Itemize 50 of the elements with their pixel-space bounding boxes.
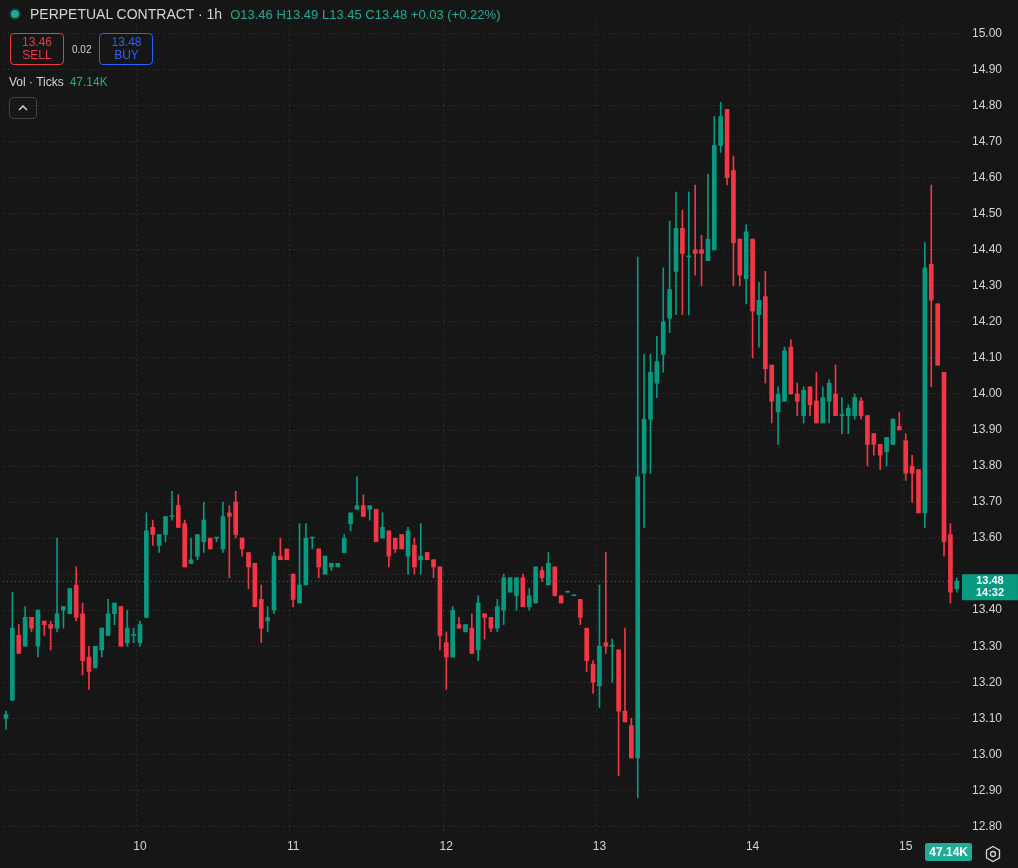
annotation: O13.46 H13.49 L13.45 C13.48 +0.03 (+0.22%) — [230, 6, 501, 22]
candlestick — [418, 523, 424, 575]
candlestick — [692, 184, 698, 276]
candlestick — [839, 397, 845, 434]
y-tick-label: 14.60 — [971, 170, 1003, 185]
annotation: BUY — [114, 48, 139, 62]
candlestick — [928, 184, 934, 388]
y-tick-label: 14.30 — [971, 278, 1003, 293]
y-tick-label: 13.90 — [971, 422, 1003, 437]
annotation: Vol · Ticks — [9, 75, 64, 89]
text: 47.14K — [925, 843, 972, 861]
y-tick-label: 13.80 — [971, 458, 1003, 473]
y-tick-label: 13.10 — [971, 710, 1003, 725]
candlestick — [603, 552, 609, 654]
y-tick-label: 14.90 — [971, 61, 1003, 76]
x-tick-label: 13 — [592, 839, 607, 854]
x-tick-label: 10 — [133, 839, 147, 854]
y-tick-label: 14.50 — [971, 206, 1003, 221]
x-tick-label: 15 — [899, 839, 913, 854]
annotation: SELL — [22, 48, 52, 62]
y-tick-label: 14.80 — [971, 98, 1003, 112]
y-tick-label: 13.70 — [971, 494, 1003, 509]
candlestick — [609, 638, 615, 683]
ref-line-label: 13.48 14:32 — [975, 573, 1005, 598]
annotation: 13.46 — [21, 35, 53, 49]
candlestick — [794, 382, 800, 416]
annotation: 13.48 — [111, 35, 142, 49]
annotation: 47.14K — [69, 75, 108, 89]
y-tick-label: 14.70 — [971, 134, 1003, 149]
y-tick-label: 13.30 — [971, 638, 1003, 653]
y-tick-label: 14.40 — [971, 242, 1003, 257]
y-tick-label: 14.20 — [971, 314, 1003, 329]
y-tick-label: 14.00 — [971, 386, 1003, 401]
candlestick — [169, 490, 175, 521]
y-tick-label: 12.90 — [971, 782, 1003, 797]
y-tick-label: 13.20 — [971, 674, 1003, 689]
candlestick — [354, 476, 360, 510]
y-tick-label: 13.00 — [971, 746, 1003, 761]
x-tick-label: 14 — [745, 839, 760, 854]
y-tick-label: 13.40 — [971, 602, 1003, 617]
chart-title: PERPETUAL CONTRACT · 1h — [30, 6, 223, 22]
y-tick-label: 12.80 — [971, 818, 1003, 833]
candlestick — [443, 631, 449, 690]
y-tick-label: 13.60 — [971, 530, 1003, 545]
candlestick — [188, 537, 194, 564]
y-tick-label: 14.10 — [971, 350, 1003, 365]
y-tick-label: 15.00 — [971, 25, 1003, 40]
annotation: 0.02 — [72, 43, 92, 55]
x-tick-label: 12 — [439, 839, 454, 854]
x-tick-label: 11 — [286, 839, 300, 854]
